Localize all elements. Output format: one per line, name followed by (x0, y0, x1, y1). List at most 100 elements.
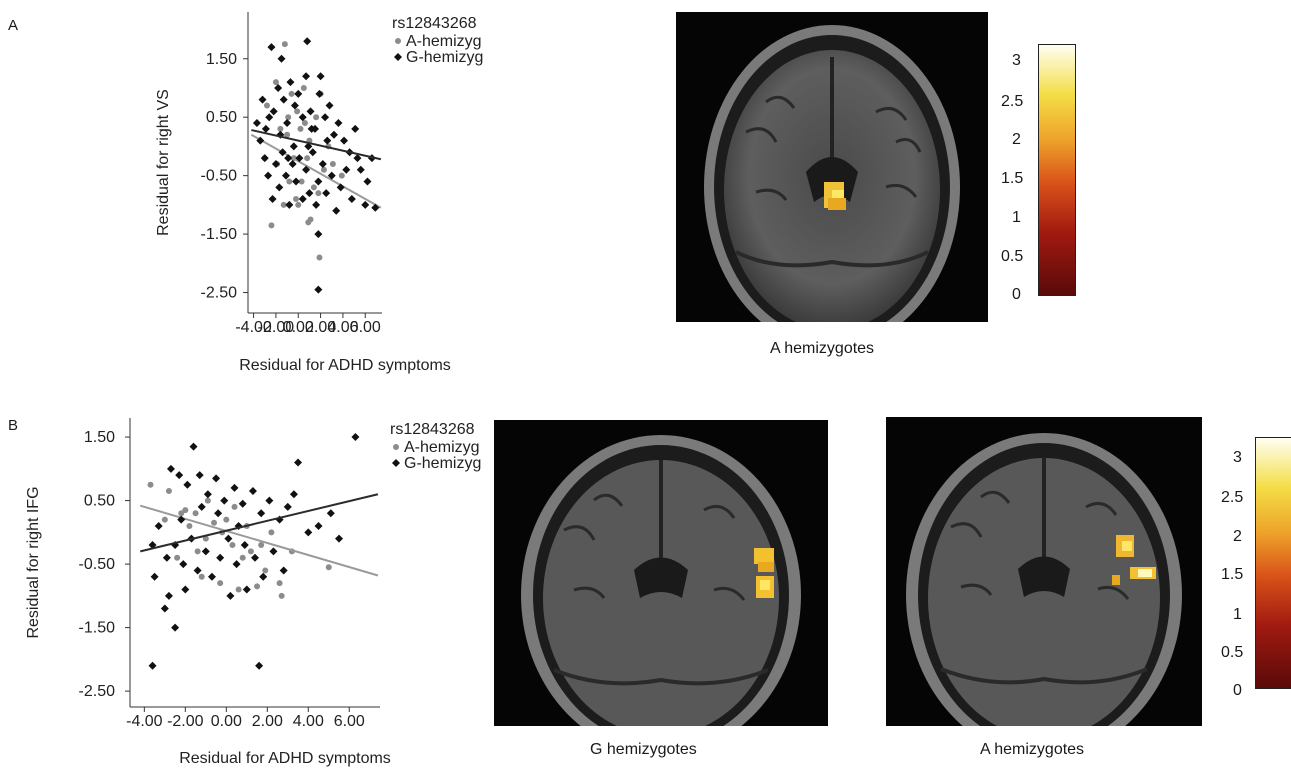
x-tick-label: -4.00 (235, 319, 272, 336)
data-point-g-hemizyg (189, 442, 198, 451)
brain-image-b-left (494, 420, 828, 726)
x-tick-label: 4.00 (293, 713, 324, 730)
data-point-g-hemizyg (318, 159, 327, 168)
y-tick-label: 0.50 (84, 493, 115, 510)
colorbar-b (1255, 437, 1291, 689)
data-point-g-hemizyg (252, 119, 261, 128)
data-point-g-hemizyg (325, 101, 334, 110)
x-tick-label: 2.00 (305, 319, 336, 336)
legend-marker-a (393, 444, 399, 450)
brain-image-a (676, 12, 988, 322)
x-tick-label: -4.00 (126, 713, 163, 730)
data-point-g-hemizyg (306, 107, 315, 116)
data-point-a-hemizyg (194, 548, 201, 555)
scatter-chart-b: 1.50 0.50 -0.50 -1.50 -2.50 -4.00 -2.00 0.00 2.0… (25, 418, 481, 767)
data-point-g-hemizyg (304, 528, 313, 537)
y-axis-label: Residual for right IFG (25, 486, 42, 638)
data-point-a-hemizyg (307, 216, 314, 223)
data-point-a-hemizyg (304, 155, 311, 162)
data-point-g-hemizyg (288, 159, 297, 168)
data-point-a-hemizyg (280, 201, 287, 208)
data-point-g-hemizyg (326, 509, 335, 518)
data-point-g-hemizyg (259, 572, 268, 581)
data-point-a-hemizyg (198, 573, 205, 580)
data-point-g-hemizyg (361, 200, 370, 209)
fit-line-a (250, 133, 382, 209)
data-point-g-hemizyg (353, 154, 362, 163)
data-point-a-hemizyg (276, 580, 283, 587)
brain-image-b-right (886, 417, 1202, 726)
data-point-g-hemizyg (212, 474, 221, 483)
brain-slice-b-left (521, 435, 801, 726)
data-point-g-hemizyg (183, 480, 192, 489)
data-point-g-hemizyg (264, 171, 273, 180)
data-point-a-hemizyg (300, 84, 307, 91)
data-point-g-hemizyg (269, 547, 278, 556)
data-point-g-hemizyg (308, 148, 317, 157)
data-point-g-hemizyg (255, 661, 264, 670)
x-tick-label: -2.00 (258, 319, 295, 336)
data-point-g-hemizyg (260, 154, 269, 163)
data-point-g-hemizyg (179, 560, 188, 569)
fit-line-g (140, 493, 379, 553)
data-point-g-hemizyg (257, 509, 266, 518)
data-point-g-hemizyg (216, 553, 225, 562)
data-point-g-hemizyg (171, 623, 180, 632)
data-point-g-hemizyg (248, 487, 257, 496)
data-point-g-hemizyg (177, 515, 186, 524)
data-point-a-hemizyg (268, 529, 275, 536)
data-point-a-hemizyg (288, 90, 295, 97)
x-tick-label: 4.00 (327, 319, 358, 336)
data-point-g-hemizyg (289, 142, 298, 151)
data-point-g-hemizyg (268, 195, 277, 204)
data-point-g-hemizyg (347, 195, 356, 204)
data-point-g-hemizyg (305, 189, 314, 198)
brain-caption-b-left: G hemizygotes (590, 741, 697, 758)
data-point-g-hemizyg (290, 101, 299, 110)
legend-title: rs12843268 (392, 15, 477, 32)
colorbar-a (1038, 44, 1076, 296)
data-point-a-hemizyg (313, 114, 320, 121)
data-point-a-hemizyg (161, 516, 168, 523)
data-point-a-hemizyg (281, 41, 288, 48)
data-point-a-hemizyg (254, 583, 261, 590)
data-point-a-hemizyg (192, 510, 199, 517)
x-tick-label: 2.00 (252, 713, 283, 730)
data-point-a-hemizyg (229, 542, 236, 549)
data-point-a-hemizyg (258, 542, 265, 549)
data-point-g-hemizyg (315, 89, 324, 98)
data-point-g-hemizyg (322, 189, 331, 198)
data-point-g-hemizyg (220, 496, 229, 505)
data-point-g-hemizyg (335, 534, 344, 543)
colorbar-b-tick: 0 (1233, 682, 1242, 699)
data-point-g-hemizyg (279, 95, 288, 104)
data-point-g-hemizyg (238, 499, 247, 508)
data-point-a-hemizyg (178, 510, 185, 517)
y-tick-label: 1.50 (84, 429, 115, 446)
data-point-a-hemizyg (235, 586, 242, 593)
data-point-a-hemizyg (223, 516, 230, 523)
data-point-g-hemizyg (274, 83, 283, 92)
data-point-g-hemizyg (334, 119, 343, 128)
data-point-a-hemizyg (297, 125, 304, 132)
data-point-g-hemizyg (342, 165, 351, 174)
panel-letter-a: A (8, 17, 19, 34)
data-point-g-hemizyg (267, 43, 276, 52)
data-point-g-hemizyg (207, 572, 216, 581)
data-point-a-hemizyg (165, 488, 172, 495)
data-point-g-hemizyg (283, 119, 292, 128)
data-point-a-hemizyg (247, 548, 254, 555)
data-point-a-hemizyg (293, 196, 300, 203)
colorbar-b-tick: 1.5 (1221, 566, 1244, 583)
legend-marker-g (392, 459, 400, 467)
colorbar-a-tick: 2.5 (1001, 93, 1024, 110)
data-point-a-hemizyg (310, 184, 317, 191)
data-point-g-hemizyg (256, 136, 265, 145)
data-point-g-hemizyg (298, 195, 307, 204)
y-tick-label: -1.50 (201, 226, 238, 243)
data-point-g-hemizyg (371, 203, 380, 212)
colorbar-b-tick: 3 (1233, 449, 1242, 466)
data-point-g-hemizyg (232, 560, 241, 569)
